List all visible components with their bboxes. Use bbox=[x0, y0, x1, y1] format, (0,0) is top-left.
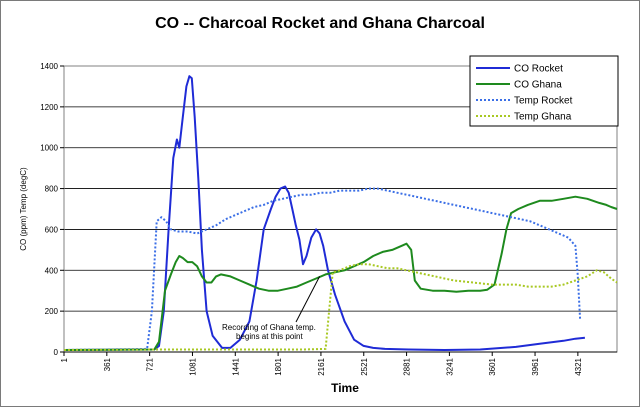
x-tick-label-10: 3601 bbox=[488, 357, 497, 375]
y-tick-label-2: 400 bbox=[45, 266, 59, 275]
x-tick-label-1: 361 bbox=[103, 357, 112, 371]
y-axis-label: CO (ppm) Temp (degC) bbox=[19, 167, 28, 251]
x-tick-label-11: 3961 bbox=[531, 357, 540, 375]
series-line-3 bbox=[63, 263, 618, 351]
x-tick-label-0: 1 bbox=[60, 357, 69, 362]
x-axis-ticks: 1 361 721 1081 1441 1801 2161 2521 2881 3241 3601 3… bbox=[60, 351, 617, 376]
y-axis-ticks: 0 200 400 600 800 1000 1200 1400 bbox=[40, 62, 64, 357]
legend-label-0: CO Rocket bbox=[514, 64, 563, 75]
legend: CO Rocket CO Ghana Temp Rocket Temp Ghana bbox=[469, 55, 619, 127]
annotation-text-line-1: Recording of Ghana temp. bbox=[222, 323, 316, 332]
x-tick-label-6: 2161 bbox=[317, 357, 326, 375]
y-tick-label-0: 0 bbox=[54, 348, 59, 357]
x-tick-label-3: 1081 bbox=[188, 357, 197, 375]
x-tick-label-9: 3241 bbox=[445, 357, 454, 375]
series-lines bbox=[63, 75, 618, 351]
x-tick-label-4: 1441 bbox=[231, 357, 240, 375]
x-tick-label-12: 4321 bbox=[574, 357, 583, 375]
y-tick-label-6: 1200 bbox=[40, 103, 58, 112]
annotation: Recording of Ghana temp. begins at this … bbox=[222, 276, 321, 341]
series-line-0 bbox=[63, 75, 586, 351]
legend-label-3: Temp Ghana bbox=[514, 112, 572, 123]
legend-label-1: CO Ghana bbox=[514, 80, 562, 91]
x-axis-label: Time bbox=[331, 381, 359, 395]
x-tick-label-5: 1801 bbox=[274, 357, 283, 375]
x-tick-label-8: 2881 bbox=[403, 357, 412, 375]
y-tick-label-1: 200 bbox=[45, 307, 59, 316]
y-tick-label-7: 1400 bbox=[40, 62, 58, 71]
x-tick-label-7: 2521 bbox=[360, 357, 369, 375]
legend-label-2: Temp Rocket bbox=[514, 96, 573, 107]
x-tick-label-2: 721 bbox=[146, 357, 155, 371]
y-tick-label-3: 600 bbox=[45, 225, 59, 234]
series-line-1 bbox=[63, 195, 618, 351]
series-line-2 bbox=[63, 187, 582, 351]
chart-title: CO -- Charcoal Rocket and Ghana Charcoal bbox=[155, 15, 485, 32]
annotation-arrow bbox=[295, 276, 321, 323]
y-tick-label-4: 800 bbox=[45, 185, 59, 194]
annotation-text-line-2: begins at this point bbox=[236, 332, 303, 341]
y-tick-label-5: 1000 bbox=[40, 144, 58, 153]
